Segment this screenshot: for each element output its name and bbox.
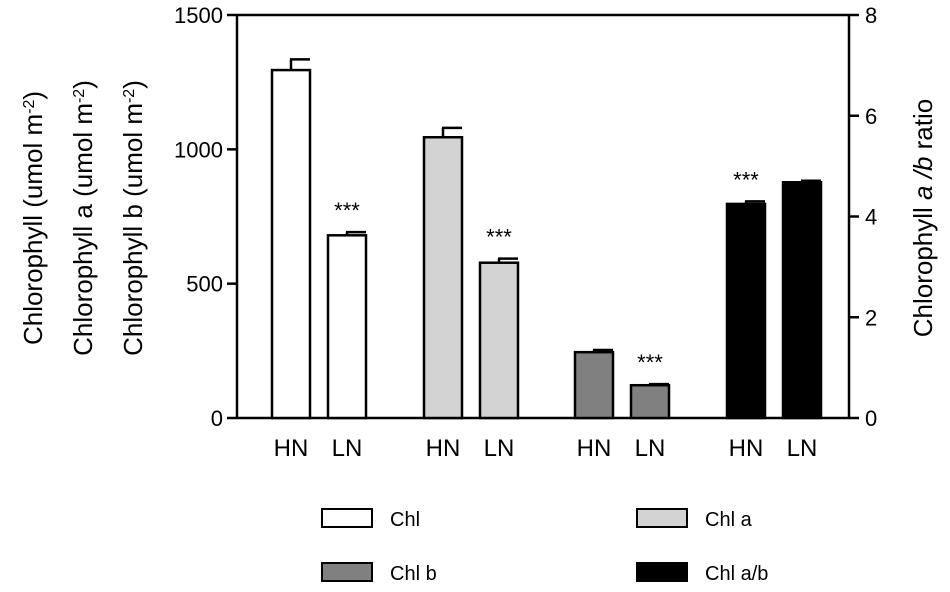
bar bbox=[573, 350, 615, 420]
bar bbox=[270, 68, 312, 420]
significance-label: *** bbox=[733, 167, 759, 192]
right-tick-label: 6 bbox=[865, 104, 877, 129]
legend-label: Chl a/b bbox=[705, 563, 768, 585]
category-label: LN bbox=[484, 435, 515, 462]
right-tick-label: 2 bbox=[865, 305, 877, 330]
bar bbox=[478, 261, 520, 420]
category-label: HN bbox=[274, 435, 309, 462]
right-axis-title: Chlorophyll a /b ratio bbox=[908, 99, 938, 337]
category-label: LN bbox=[787, 435, 818, 462]
legend-label: Chl a bbox=[705, 509, 753, 531]
left-axis-title: Chlorophyll b (umol m-2) bbox=[118, 80, 148, 356]
category-label: HN bbox=[577, 435, 612, 462]
legend-label: Chl bbox=[390, 509, 420, 531]
left-tick-label: 500 bbox=[186, 272, 223, 297]
left-axis-title: Chlorophyll a (umol m-2) bbox=[68, 80, 98, 356]
plot-area: 0 500 1000 1500 0 2 4 6 8 Chlorophyll (umol m-2) C… bbox=[18, 3, 938, 462]
right-tick-label: 8 bbox=[865, 3, 877, 28]
category-label: LN bbox=[635, 435, 666, 462]
legend-swatch bbox=[636, 562, 688, 582]
bar bbox=[422, 135, 464, 420]
bar bbox=[629, 383, 671, 420]
right-tick-label: 4 bbox=[865, 205, 877, 230]
legend-swatch bbox=[321, 562, 373, 582]
legend-swatch bbox=[636, 508, 688, 528]
right-tick-label: 0 bbox=[865, 406, 877, 431]
left-axis-title: Chlorophyll (umol m-2) bbox=[18, 91, 48, 345]
left-tick-label: 1000 bbox=[174, 137, 223, 162]
left-tick-label: 0 bbox=[211, 406, 223, 431]
category-label: HN bbox=[426, 435, 461, 462]
significance-label: *** bbox=[637, 350, 663, 375]
category-label: LN bbox=[332, 435, 363, 462]
bar bbox=[725, 202, 767, 420]
bar bbox=[326, 234, 368, 420]
bar bbox=[781, 180, 823, 420]
legend: Chl Chl a Chl b Chl a/b bbox=[321, 508, 768, 585]
left-tick-label: 1500 bbox=[174, 3, 223, 28]
legend-label: Chl b bbox=[390, 563, 437, 585]
category-label: HN bbox=[729, 435, 764, 462]
significance-label: *** bbox=[334, 198, 360, 223]
legend-swatch bbox=[321, 508, 373, 528]
significance-label: *** bbox=[486, 225, 512, 250]
